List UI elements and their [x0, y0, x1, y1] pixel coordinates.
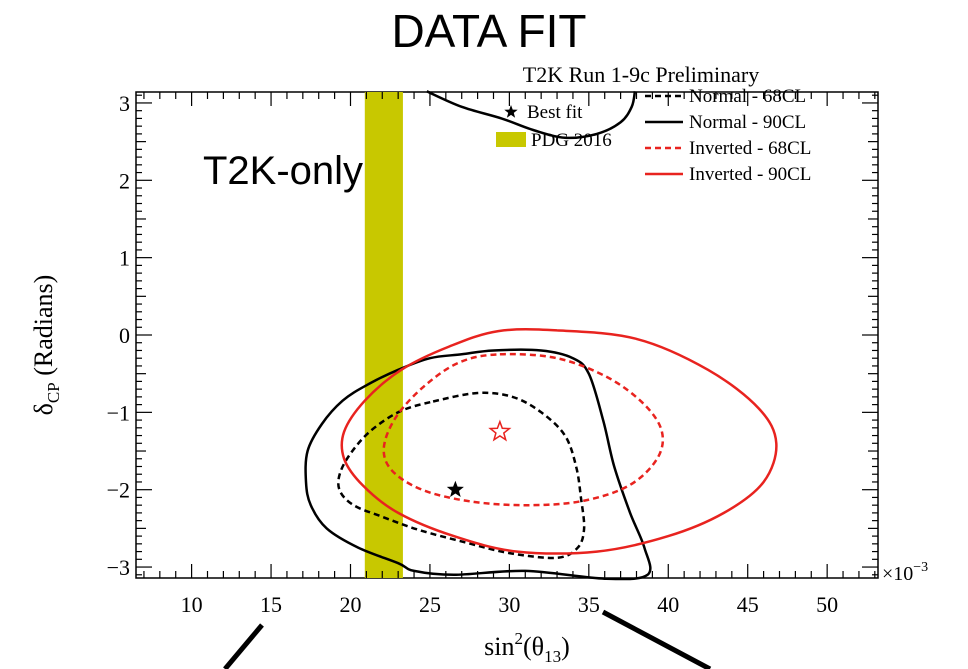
chart-title: DATA FIT — [391, 5, 586, 57]
x-tick-label: 30 — [498, 592, 520, 617]
x-tick-label: 25 — [419, 592, 441, 617]
legend-label-1: Normal - 90CL — [689, 112, 806, 133]
x-axis-label: sin2(θ13) — [484, 629, 570, 666]
zoom-line-right — [601, 609, 712, 669]
marker-layer — [446, 419, 512, 497]
legend-best-fit-label: Best fit — [527, 102, 583, 123]
y-axis-label-base: δ — [29, 403, 58, 415]
contour-normal-68cl — [337, 391, 586, 560]
zoom-line-left — [223, 623, 264, 669]
pdg-2016-band — [364, 92, 403, 578]
x-tick-label: 35 — [578, 592, 600, 617]
x-tick-label: 20 — [339, 592, 361, 617]
legend-label-2: Inverted - 68CL — [689, 138, 811, 159]
x-tick-label: 15 — [260, 592, 282, 617]
x-axis-label-sub: 13 — [544, 647, 561, 666]
x-axis-multiplier-exp: −3 — [913, 560, 928, 575]
y-axis-label: δCP (Radians) — [29, 275, 63, 416]
legend-pdg-label: PDG 2016 — [531, 130, 612, 151]
y-axis-label-rest: (Radians) — [29, 275, 58, 383]
x-tick-label: 10 — [181, 592, 203, 617]
legend-best-fit-marker — [504, 105, 518, 118]
y-axis-label-sub: CP — [44, 382, 63, 403]
pdg-band-layer — [364, 92, 403, 578]
x-tick-label: 40 — [657, 592, 679, 617]
legend-pdg-swatch — [496, 132, 526, 147]
contour-normal-90cl — [304, 348, 652, 581]
contour-layer — [304, 90, 778, 581]
chart-subtitle: T2K Run 1-9c Preliminary — [523, 62, 759, 87]
y-tick-label: −1 — [107, 400, 130, 425]
x-axis-multiplier: ×10−3 — [882, 560, 928, 585]
x-axis-label-sup: 2 — [515, 629, 524, 648]
y-tick-label: 1 — [119, 246, 130, 271]
y-tick-label: −3 — [107, 555, 130, 580]
x-axis-label-open: (θ — [523, 632, 544, 661]
legend-label-3: Inverted - 90CL — [689, 164, 811, 185]
legend-label-0: Normal - 68CL — [689, 86, 806, 107]
x-axis-label-base: sin — [484, 632, 514, 661]
contour-normal-90cl-upper — [426, 90, 637, 140]
best-fit-inverted-marker — [488, 419, 512, 442]
best-fit-normal-marker — [446, 480, 464, 497]
x-axis-multiplier-base: ×10 — [882, 563, 913, 585]
y-tick-label: 3 — [119, 91, 130, 116]
y-tick-label: 0 — [119, 323, 130, 348]
x-tick-label: 45 — [737, 592, 759, 617]
annotation-t2k-only: T2K-only — [203, 149, 363, 193]
y-tick-label: −2 — [107, 478, 130, 503]
x-axis-label-close: ) — [561, 632, 570, 661]
contour-inverted-90cl — [340, 328, 778, 555]
x-tick-label: 50 — [816, 592, 838, 617]
legend: Best fit PDG 2016 Normal - 68CL Normal - 90… — [496, 86, 811, 185]
contour-inverted-68cl — [382, 352, 665, 507]
y-tick-label: 2 — [119, 168, 130, 193]
axis-ticks: 10 15 20 25 30 35 40 45 50 −3 −2 −1 0 1 2 3 — [107, 91, 878, 617]
